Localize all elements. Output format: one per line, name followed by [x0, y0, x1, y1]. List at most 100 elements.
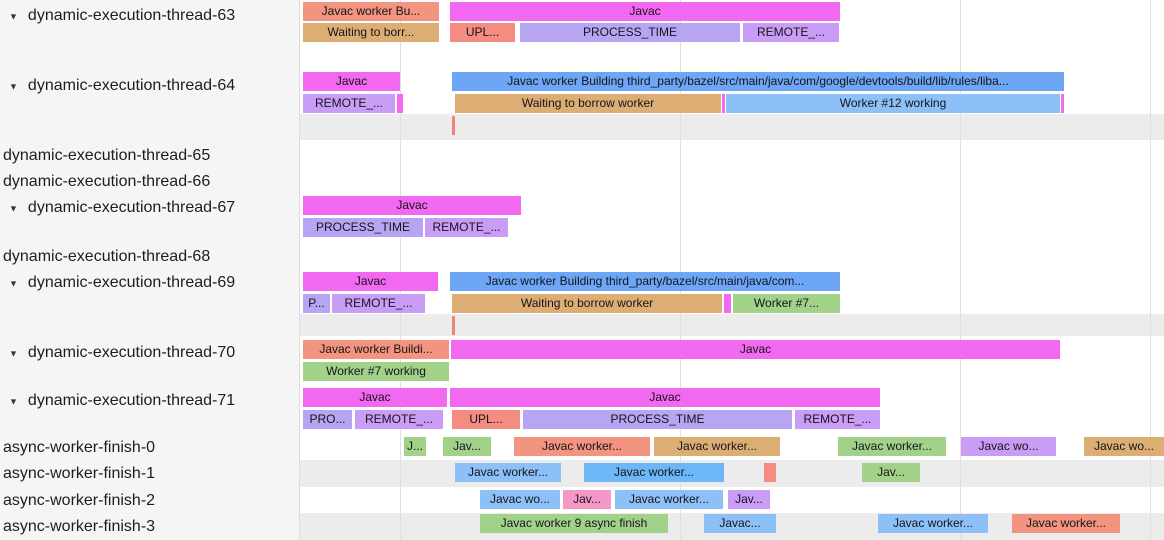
sidebar-item-async-worker-finish-1[interactable]: async-worker-finish-1 [0, 464, 155, 484]
timeline-slice[interactable]: Javac wo... [1084, 437, 1164, 456]
track-name: async-worker-finish-1 [3, 465, 156, 482]
timeline-slice[interactable]: Javac wo... [480, 490, 560, 509]
timeline-slice[interactable]: Javac worker Buildi... [303, 340, 449, 359]
timeline-slice[interactable]: Waiting to borrow worker [455, 94, 721, 113]
gridline [400, 0, 401, 540]
timeline-slice[interactable]: Worker #7... [733, 294, 840, 313]
sidebar-item-dynamic-execution-thread-71[interactable]: ▼ dynamic-execution-thread-71 [0, 391, 235, 411]
slice-label: Javac [359, 390, 391, 404]
timeline-slice[interactable]: Javac [303, 272, 438, 291]
timeline-slice[interactable]: UPL... [450, 23, 515, 42]
timeline-slice[interactable] [397, 94, 403, 113]
timeline-slice[interactable]: REMOTE_... [332, 294, 425, 313]
timeline-slice[interactable]: PROCESS_TIME [303, 218, 423, 237]
timeline-slice[interactable]: Javac worker Building third_party/bazel/… [452, 72, 1064, 91]
timeline-slice[interactable]: Javac worker... [654, 437, 780, 456]
timeline-slice[interactable]: REMOTE_... [303, 94, 395, 113]
timeline-canvas[interactable]: Javac worker Bu... Javac Waiting to borr..… [300, 0, 1164, 540]
collapse-arrow-icon[interactable]: ▼ [9, 278, 18, 289]
sidebar-item-async-worker-finish-2[interactable]: async-worker-finish-2 [0, 491, 155, 511]
timeline-slice[interactable] [452, 116, 455, 135]
timeline-slice[interactable]: Javac worker... [455, 463, 561, 482]
timeline-slice[interactable]: Jav... [728, 490, 770, 509]
timeline-slice[interactable]: PROCESS_TIME [520, 23, 740, 42]
sidebar-item-async-worker-finish-3[interactable]: async-worker-finish-3 [0, 517, 155, 537]
slice-label: J... [406, 439, 423, 453]
timeline-slice[interactable]: Javac [303, 388, 447, 407]
timeline-slice[interactable]: P... [303, 294, 330, 313]
timeline-slice[interactable]: PROCESS_TIME [523, 410, 792, 429]
timeline-slice[interactable]: Javac wo... [961, 437, 1056, 456]
slice-label: Jav... [877, 465, 905, 479]
timeline-slice[interactable]: Javac worker... [838, 437, 946, 456]
slice-label: Javac worker... [613, 465, 695, 479]
slice-label: Javac... [719, 516, 761, 530]
collapse-arrow-icon[interactable]: ▼ [9, 203, 18, 214]
track-name: dynamic-execution-thread-71 [27, 392, 236, 409]
slice-label: Javac [739, 342, 772, 356]
timeline-slice[interactable]: REMOTE_... [795, 410, 880, 429]
timeline-slice[interactable] [764, 463, 776, 482]
collapse-arrow-icon[interactable]: ▼ [9, 11, 18, 22]
timeline-slice[interactable]: Worker #7 working [303, 362, 449, 381]
slice-label: Jav... [735, 492, 763, 506]
track-name: dynamic-execution-thread-63 [27, 7, 236, 24]
timeline-slice[interactable]: UPL... [452, 410, 520, 429]
sidebar-item-async-worker-finish-0[interactable]: async-worker-finish-0 [0, 438, 155, 458]
timeline-slice[interactable]: Javac [450, 2, 840, 21]
track-name: async-worker-finish-0 [3, 439, 156, 456]
timeline-slice[interactable]: Javac worker 9 async finish [480, 514, 668, 533]
timeline-slice[interactable]: Javac [303, 72, 400, 91]
timeline-slice[interactable] [722, 94, 725, 113]
track-name: async-worker-finish-2 [3, 492, 156, 509]
timeline-slice[interactable]: Javac [450, 388, 880, 407]
timeline-slice[interactable]: Javac... [704, 514, 776, 533]
timeline-slice[interactable]: REMOTE_... [425, 218, 508, 237]
timeline-slice[interactable]: Worker #12 working [726, 94, 1060, 113]
gridline [680, 0, 681, 540]
timeline-slice[interactable]: Javac worker... [514, 437, 650, 456]
timeline-slice[interactable]: Waiting to borrow worker [452, 294, 722, 313]
timeline-slice[interactable]: Javac [451, 340, 1060, 359]
timeline-slice[interactable] [724, 294, 731, 313]
timeline-slice[interactable]: Javac [303, 196, 521, 215]
timeline-slice[interactable]: Javac worker... [615, 490, 723, 509]
sidebar-item-dynamic-execution-thread-69[interactable]: ▼ dynamic-execution-thread-69 [0, 273, 235, 293]
sidebar-item-dynamic-execution-thread-68[interactable]: dynamic-execution-thread-68 [0, 247, 210, 267]
slice-label: Javac worker... [467, 465, 549, 479]
sidebar-item-dynamic-execution-thread-65[interactable]: dynamic-execution-thread-65 [0, 146, 210, 166]
timeline-slice[interactable]: Javac worker Bu... [303, 2, 439, 21]
track-name: dynamic-execution-thread-66 [3, 173, 211, 190]
timeline-slice[interactable]: Javac worker... [1012, 514, 1120, 533]
sidebar-item-dynamic-execution-thread-67[interactable]: ▼ dynamic-execution-thread-67 [0, 198, 235, 218]
timeline-slice[interactable]: PRO... [303, 410, 352, 429]
slice-label: PRO... [309, 412, 346, 426]
sidebar-item-dynamic-execution-thread-66[interactable]: dynamic-execution-thread-66 [0, 172, 210, 192]
collapse-arrow-icon[interactable]: ▼ [9, 396, 18, 407]
timeline-slice[interactable]: Javac worker... [878, 514, 988, 533]
timeline-slice[interactable] [452, 316, 455, 335]
timeline-slice[interactable]: REMOTE_... [355, 410, 443, 429]
slice-label: Javac worker... [628, 492, 710, 506]
timeline-slice[interactable]: Jav... [443, 437, 491, 456]
slice-label: Javac worker Bu... [321, 4, 421, 18]
timeline-slice[interactable]: Jav... [563, 490, 611, 509]
sidebar-item-dynamic-execution-thread-64[interactable]: ▼ dynamic-execution-thread-64 [0, 76, 235, 96]
slice-label: Javac worker... [892, 516, 974, 530]
timeline-slice[interactable]: REMOTE_... [743, 23, 839, 42]
timeline-slice[interactable] [1061, 94, 1064, 113]
slice-label: Javac [396, 198, 428, 212]
sidebar-item-dynamic-execution-thread-63[interactable]: ▼ dynamic-execution-thread-63 [0, 6, 235, 26]
timeline-slice[interactable]: Javac worker... [584, 463, 724, 482]
gridline [1150, 0, 1151, 540]
timeline-slice[interactable]: Jav... [862, 463, 920, 482]
slice-label: Worker #7 working [326, 364, 426, 378]
collapse-arrow-icon[interactable]: ▼ [9, 348, 18, 359]
timeline-slice[interactable]: Javac worker Building third_party/bazel/… [450, 272, 840, 291]
timeline-slice[interactable]: Waiting to borr... [303, 23, 439, 42]
timeline-slice[interactable]: J... [404, 437, 426, 456]
collapse-arrow-icon[interactable]: ▼ [9, 81, 18, 92]
track-name: dynamic-execution-thread-70 [27, 344, 236, 361]
track-name: dynamic-execution-thread-68 [3, 248, 211, 265]
sidebar-item-dynamic-execution-thread-70[interactable]: ▼ dynamic-execution-thread-70 [0, 343, 235, 363]
